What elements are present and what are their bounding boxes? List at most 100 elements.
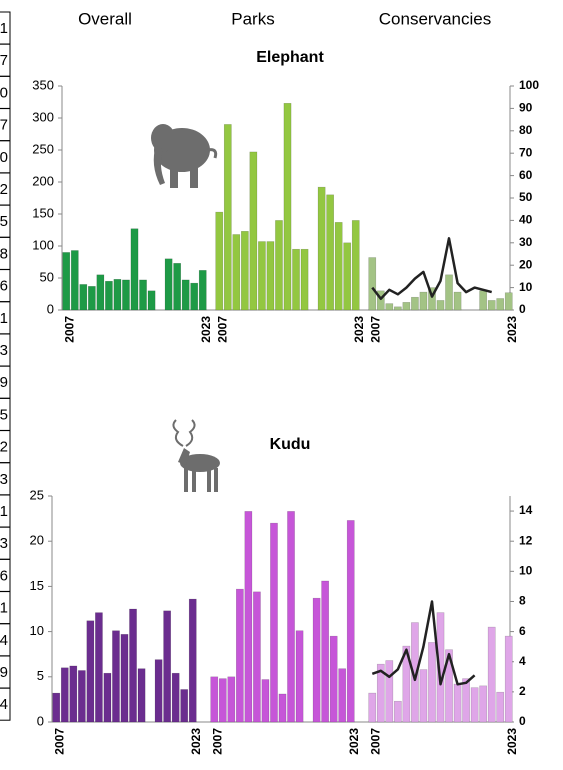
y-tick-label: 5: [37, 668, 44, 683]
bar: [70, 666, 77, 722]
bar: [199, 270, 206, 310]
bar: [105, 281, 112, 310]
y-tick-label: 10: [30, 623, 44, 638]
x-tick-label: 2023: [352, 316, 366, 343]
bar: [262, 680, 269, 722]
x-tick-label: 2023: [347, 728, 361, 755]
bar: [182, 280, 189, 310]
bar: [219, 679, 226, 722]
side-cell-text: 1: [0, 600, 8, 617]
side-cell-text: 0: [0, 149, 8, 166]
side-cell-text: 2: [0, 181, 8, 198]
bar: [139, 280, 146, 310]
x-tick-label: 2007: [368, 316, 382, 343]
side-cell-text: 4: [0, 696, 8, 713]
bar: [488, 300, 495, 310]
side-cell-text: 6: [0, 567, 8, 584]
bar: [505, 293, 512, 310]
x-tick-label: 2023: [505, 728, 519, 755]
bar: [61, 668, 68, 722]
x-tick-label: 2007: [215, 316, 229, 343]
bar: [236, 589, 243, 722]
bar: [155, 660, 162, 722]
bar: [211, 677, 218, 722]
bar: [463, 679, 470, 722]
bar: [88, 286, 95, 310]
y2-tick-label: 12: [519, 533, 533, 547]
y2-tick-label: 40: [519, 213, 533, 227]
x-tick-label: 2023: [189, 728, 203, 755]
bar: [181, 689, 188, 722]
bar: [292, 249, 299, 310]
bar: [233, 234, 240, 310]
y-tick-label: 0: [47, 301, 54, 316]
bar: [394, 701, 401, 722]
bar: [53, 693, 60, 722]
bar: [172, 673, 179, 722]
side-cell-text: 9: [0, 664, 8, 681]
y2-tick-label: 100: [519, 78, 539, 92]
bar: [296, 631, 303, 722]
bar: [330, 636, 337, 722]
bar: [301, 249, 308, 310]
bar: [78, 670, 85, 722]
bar: [347, 520, 354, 722]
y-tick-label: 50: [40, 269, 54, 284]
bar: [131, 229, 138, 310]
x-tick-label: 2007: [62, 316, 76, 343]
side-cell-text: 3: [0, 342, 8, 359]
y2-tick-label: 10: [519, 564, 533, 578]
x-tick-label: 2007: [368, 728, 382, 755]
side-cell-text: 8: [0, 245, 8, 262]
y-tick-label: 15: [30, 578, 44, 593]
bar: [174, 263, 181, 310]
bar: [279, 694, 286, 722]
bar: [322, 581, 329, 722]
bar: [97, 275, 104, 310]
bar: [164, 611, 171, 722]
side-cell-text: 1: [0, 20, 8, 37]
bar: [327, 195, 334, 310]
bar: [191, 283, 198, 310]
y2-tick-label: 0: [519, 302, 526, 316]
bar: [258, 242, 265, 310]
bar: [224, 124, 231, 310]
page: 1707025861395231361494OverallParksConser…: [0, 0, 563, 770]
column-header: Parks: [231, 9, 274, 28]
bar: [165, 259, 172, 310]
bar: [250, 152, 257, 310]
bar: [480, 291, 487, 310]
chart-title: Kudu: [270, 436, 311, 453]
bar: [121, 634, 128, 722]
bar: [471, 688, 478, 722]
column-header: Overall: [78, 9, 132, 28]
x-tick-label: 2007: [52, 728, 66, 755]
y2-tick-label: 80: [519, 123, 533, 137]
bar: [454, 684, 461, 722]
side-cell-text: 3: [0, 471, 8, 488]
y2-tick-label: 4: [519, 654, 526, 668]
y-tick-label: 100: [32, 237, 54, 252]
side-cell-text: 0: [0, 84, 8, 101]
bar: [420, 292, 427, 310]
bar: [148, 291, 155, 310]
x-tick-label: 2007: [210, 728, 224, 755]
bar: [420, 670, 427, 722]
chart-title: Elephant: [256, 49, 324, 66]
side-cell-text: 5: [0, 406, 8, 423]
y2-tick-label: 70: [519, 145, 533, 159]
bar: [80, 284, 87, 310]
bar: [95, 613, 102, 722]
y2-tick-label: 30: [519, 235, 533, 249]
bar: [267, 242, 274, 310]
bar: [129, 609, 136, 722]
y2-tick-label: 10: [519, 280, 533, 294]
y2-tick-label: 2: [519, 684, 526, 698]
bar: [112, 631, 119, 722]
y2-tick-label: 6: [519, 624, 526, 638]
side-cell-text: 3: [0, 535, 8, 552]
y2-tick-label: 60: [519, 168, 533, 182]
bar: [104, 673, 111, 722]
bar: [253, 592, 260, 722]
y-tick-label: 200: [32, 173, 54, 188]
